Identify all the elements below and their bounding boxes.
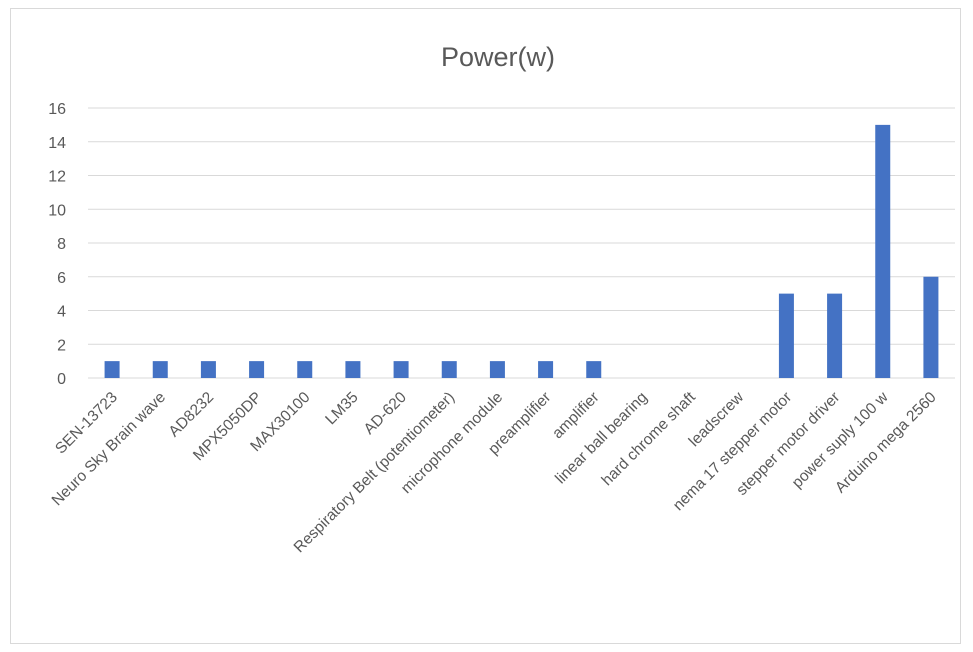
y-tick-label: 2 [57, 337, 66, 354]
bar [345, 361, 361, 378]
bar [923, 276, 939, 378]
y-tick-label: 16 [48, 101, 66, 118]
y-tick-label: 0 [57, 371, 66, 388]
bar [441, 361, 457, 378]
bar [200, 361, 216, 378]
y-axis-ticks: 0 2 4 6 8 10 12 14 16 [48, 101, 66, 388]
chart-frame [10, 8, 961, 644]
x-tick-label: linear ball bearing [552, 389, 651, 488]
bar [489, 361, 505, 378]
bar [778, 293, 794, 378]
y-tick-label: 4 [57, 304, 66, 321]
bar [586, 361, 602, 378]
bar [104, 361, 120, 378]
y-tick-label: 12 [48, 169, 66, 186]
y-tick-label: 14 [48, 135, 66, 152]
y-tick-label: 10 [48, 202, 66, 219]
y-tick-label: 8 [57, 236, 66, 253]
bars [104, 124, 939, 378]
bar [538, 361, 554, 378]
x-tick-label: hard chrome shaft [599, 388, 700, 489]
bar [249, 361, 265, 378]
bar [152, 361, 168, 378]
bar [875, 124, 891, 378]
chart-title: Power(w) [441, 42, 555, 72]
gridlines [88, 107, 955, 379]
bar [827, 293, 843, 378]
x-tick-label: LM35 [322, 389, 361, 428]
bar [393, 361, 409, 378]
y-tick-label: 6 [57, 270, 66, 287]
bar [297, 361, 313, 378]
x-tick-label: AD-620 [361, 389, 410, 438]
